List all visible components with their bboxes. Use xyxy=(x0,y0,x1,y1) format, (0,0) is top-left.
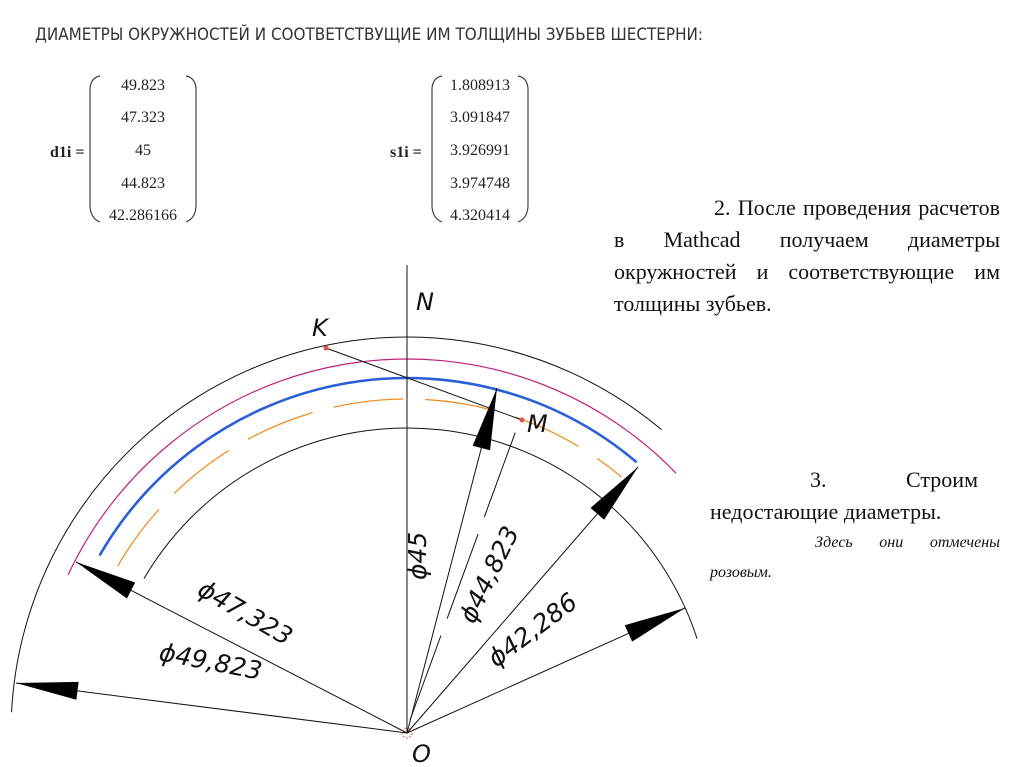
point-o xyxy=(401,727,413,739)
heading: ДИАМЕТРЫ ОКРУЖНОСТЕЙ И СООТВЕТСТВУЩИЕ ИМ… xyxy=(35,23,703,45)
dimension-label-45: ϕ45 xyxy=(403,532,432,580)
point-m xyxy=(519,417,525,423)
point-label-m: M xyxy=(527,410,548,438)
dimension-label-42: ϕ42,286 xyxy=(482,587,582,673)
matrix-cell: 3.974748 xyxy=(450,175,510,192)
matrix-cell: 1.808913 xyxy=(450,77,510,94)
matrix-cell: 45 xyxy=(135,142,151,159)
arrowhead-icon xyxy=(16,681,79,700)
dimension-label-49: ϕ49,823 xyxy=(157,637,265,685)
point-label-n: N xyxy=(416,288,434,316)
dimension-line xyxy=(75,561,408,734)
dimension-label-44: ϕ44,823 xyxy=(453,521,525,627)
matrix-cell: 3.091847 xyxy=(450,109,510,126)
note-text: Здесь они отмечены розовым. xyxy=(710,534,1000,581)
arrowhead-icon xyxy=(472,388,497,451)
matrix-label-d1i: d1i = xyxy=(50,144,84,161)
arrowhead-icon xyxy=(590,467,638,520)
orange-dashed-arc xyxy=(117,398,623,567)
pink-circle-arc xyxy=(67,358,677,576)
inner-circle-arc xyxy=(143,427,698,639)
matrix-cell: 44.823 xyxy=(121,175,165,192)
blue-circle-arc xyxy=(98,376,638,557)
right-paren xyxy=(185,75,197,223)
left-paren xyxy=(89,75,101,223)
matrix-s1i: s1i = 1.808913 3.091847 3.926991 3.97474… xyxy=(390,75,529,224)
right-paren xyxy=(517,75,529,223)
point-k xyxy=(323,345,329,351)
matrix-cell: 49.823 xyxy=(121,77,165,94)
arrowhead-icon xyxy=(624,608,685,642)
matrix-cell: 42.286166 xyxy=(109,207,177,224)
construction-geometry xyxy=(11,265,698,739)
outer-circle-arc xyxy=(11,336,662,713)
line-o-m xyxy=(409,424,519,721)
point-label-o: O xyxy=(412,740,431,767)
matrix-cell: 3.926991 xyxy=(450,142,510,159)
matrix-cell: 4.320414 xyxy=(450,207,510,224)
step-3-text: 3. Строим недостающие диаметры. xyxy=(710,467,978,524)
step-2-text: 2. После проведения расчетов в Mathcad п… xyxy=(614,195,1000,316)
matrix-cell: 47.323 xyxy=(121,109,165,126)
dimension-label-47: ϕ47,323 xyxy=(193,574,298,651)
matrix-d1i: d1i = 49.823 47.323 45 44.823 42.286166 xyxy=(50,75,197,224)
arrowhead-icon xyxy=(76,562,136,599)
left-paren xyxy=(431,75,443,223)
dimension-line xyxy=(15,682,408,734)
point-label-k: K xyxy=(312,314,330,342)
matrix-label-s1i: s1i = xyxy=(390,144,422,161)
